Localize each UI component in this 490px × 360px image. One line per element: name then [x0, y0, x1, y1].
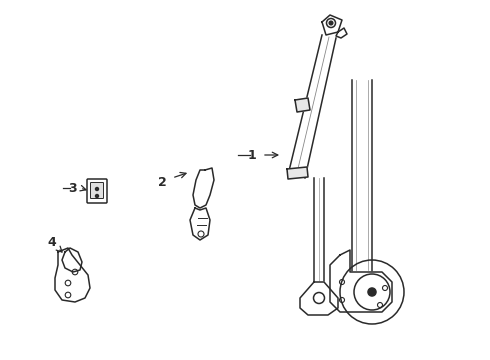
Wedge shape	[58, 297, 78, 307]
Polygon shape	[295, 98, 310, 112]
FancyBboxPatch shape	[87, 179, 107, 203]
Polygon shape	[55, 248, 90, 302]
Polygon shape	[330, 250, 392, 312]
Text: 3: 3	[68, 181, 76, 194]
Polygon shape	[287, 167, 308, 179]
Polygon shape	[300, 282, 338, 315]
Circle shape	[96, 194, 98, 198]
Text: 1: 1	[247, 149, 256, 162]
Circle shape	[368, 288, 376, 296]
Polygon shape	[336, 28, 347, 38]
Polygon shape	[193, 168, 214, 208]
FancyBboxPatch shape	[91, 183, 103, 198]
Circle shape	[329, 21, 333, 25]
Circle shape	[96, 188, 98, 190]
Text: 2: 2	[158, 176, 167, 189]
Polygon shape	[62, 248, 82, 272]
Polygon shape	[322, 15, 342, 35]
Text: 4: 4	[48, 235, 56, 248]
Polygon shape	[190, 208, 210, 240]
